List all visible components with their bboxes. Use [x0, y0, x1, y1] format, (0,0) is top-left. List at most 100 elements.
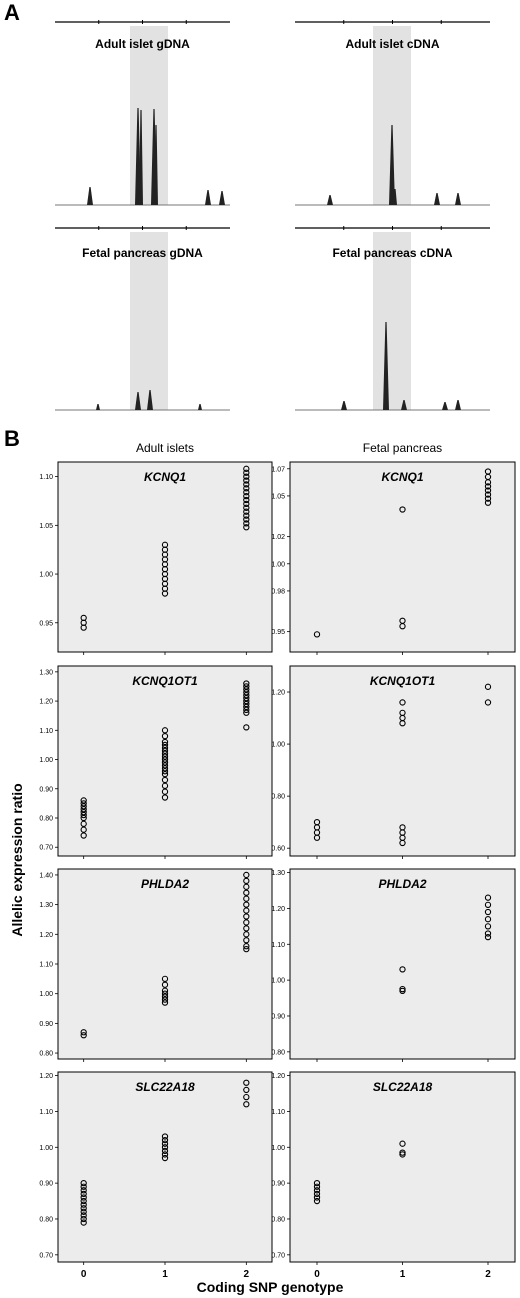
data-point: [484, 894, 492, 901]
trace-peak: [205, 190, 211, 205]
y-tick-label: 1.10: [271, 1109, 285, 1116]
data-point: [243, 524, 250, 531]
y-tick-label: 1.40: [39, 872, 53, 879]
data-point: [80, 797, 87, 804]
panel-b-label: B: [4, 426, 20, 451]
data-point: [161, 733, 169, 740]
y-tick-label: 1.05: [39, 523, 53, 530]
data-point: [161, 1154, 169, 1162]
y-tick-label: 0.90: [39, 786, 53, 793]
panel-a-label: A: [4, 0, 20, 25]
trace-peak: [401, 400, 407, 410]
trace-peak: [383, 322, 389, 410]
data-point: [161, 993, 169, 1000]
data-point: [243, 477, 250, 484]
data-point: [243, 931, 250, 938]
trace-peak: [135, 392, 141, 410]
scatter-panel: PHLDA2 0.80 0.90 1.00 1.10 1.20 1.30: [271, 868, 516, 1062]
x-tick-label: 0: [81, 1269, 87, 1280]
data-point: [243, 709, 250, 716]
data-point: [484, 487, 492, 494]
trace-peak: [341, 401, 347, 410]
trace-title: Adult islet cDNA: [345, 37, 439, 51]
trace-peak: [455, 193, 461, 205]
plot-area: [289, 868, 516, 1060]
data-point: [161, 762, 169, 769]
trace-peak: [139, 110, 143, 205]
data-point: [161, 759, 169, 766]
scatter-panel: SLC22A18 0.70 0.80 0.90 1.00 1.10 1.20 0 1 2: [39, 1071, 273, 1280]
trace-peak: [434, 193, 440, 205]
data-point: [399, 1151, 406, 1158]
data-point: [243, 901, 250, 908]
allelic-expression-scatter: Adult islets Fetal pancreas KCNQ1 0.95 1.00 1…: [39, 441, 516, 1280]
data-point: [80, 832, 87, 839]
data-point: [80, 826, 87, 833]
y-tick-label: 1.10: [39, 474, 53, 481]
data-point: [484, 923, 492, 930]
y-tick-label: 0.80: [39, 1216, 53, 1223]
data-point: [161, 975, 169, 982]
data-point: [161, 744, 169, 751]
scatter-panel: PHLDA2 0.80 0.90 1.00 1.10 1.20 1.30 1.40: [39, 868, 273, 1062]
gene-label: KCNQ1OT1: [132, 674, 198, 688]
data-point: [484, 901, 492, 908]
data-point: [243, 700, 250, 708]
y-tick-label: 0.70: [39, 845, 53, 852]
data-point: [243, 680, 250, 687]
data-point: [243, 703, 250, 711]
trace-peak: [455, 400, 461, 410]
data-point: [243, 686, 250, 693]
data-point: [243, 943, 250, 950]
y-tick-label: 1.07: [271, 466, 285, 473]
data-point: [399, 506, 406, 513]
data-point: [80, 1219, 87, 1226]
x-tick-label: 2: [244, 1269, 250, 1280]
data-point: [243, 877, 250, 885]
data-point: [161, 753, 169, 760]
data-point: [243, 1093, 250, 1101]
trace-title: Fetal pancreas gDNA: [82, 246, 203, 260]
data-point: [161, 1144, 169, 1151]
data-point: [161, 765, 169, 772]
trace-peak: [219, 191, 225, 205]
y-tick-label: 1.00: [271, 742, 285, 749]
data-point: [161, 981, 169, 988]
plot-area: [289, 665, 516, 857]
gene-label: PHLDA2: [378, 877, 426, 891]
data-point: [243, 1079, 250, 1086]
data-point: [243, 1101, 250, 1108]
data-point: [243, 492, 250, 500]
trace-peak: [147, 390, 153, 410]
data-point: [243, 500, 250, 508]
data-point: [399, 839, 406, 847]
y-tick-label: 1.05: [271, 493, 285, 500]
data-point: [161, 1133, 169, 1140]
data-point: [243, 504, 250, 511]
y-tick-label: 0.95: [39, 620, 53, 627]
plot-area: [57, 1071, 273, 1263]
data-point: [80, 1187, 87, 1194]
data-point: [161, 996, 169, 1003]
trace-panel: Adult islet gDNA: [55, 20, 230, 206]
data-point: [80, 1183, 87, 1190]
data-point: [80, 803, 87, 810]
data-point: [80, 1179, 87, 1187]
data-point: [80, 820, 87, 827]
data-point: [243, 706, 250, 713]
trace-peak: [389, 125, 395, 205]
trace-peak: [393, 189, 397, 205]
y-tick-label: 0.80: [271, 794, 285, 801]
data-point: [484, 933, 492, 941]
data-point: [484, 499, 492, 506]
data-point: [243, 697, 250, 705]
x-tick-label: 1: [162, 1269, 168, 1280]
trace-peak: [96, 404, 100, 410]
y-tick-label: 1.00: [39, 757, 53, 764]
data-point: [243, 692, 250, 699]
x-tick-label: 1: [400, 1269, 406, 1280]
data-point: [243, 520, 250, 527]
data-point: [161, 1147, 169, 1155]
data-point: [80, 1212, 87, 1219]
y-tick-label: 1.20: [39, 699, 53, 706]
